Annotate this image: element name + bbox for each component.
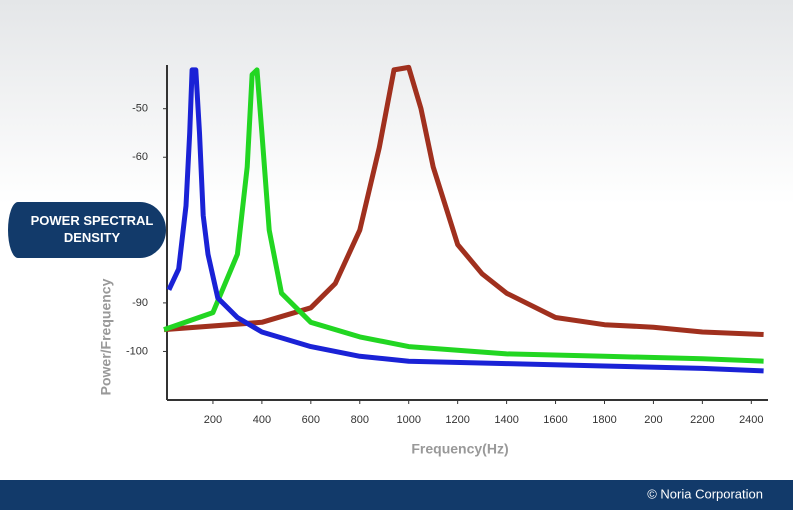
y-tick-label: -90 [132,297,148,309]
x-tick-label: 1000 [396,414,420,426]
x-tick-label: 800 [351,414,369,426]
x-tick-label: 1400 [494,414,518,426]
x-axis-label: Frequency(Hz) [411,441,508,457]
series-line [166,67,764,374]
x-tick-label: 1600 [543,414,567,426]
x-tick-label: 2400 [739,414,763,426]
x-tick-label: 600 [302,414,320,426]
footer-bar [0,480,793,510]
x-tick-label: 200 [644,414,662,426]
x-tick-label: 1200 [445,414,469,426]
series-line [163,64,764,337]
x-tick-label: 400 [253,414,271,426]
x-tick-label: 200 [204,414,222,426]
series-line [163,67,764,364]
banner-notch [0,202,18,258]
y-tick-label: -100 [126,345,148,357]
y-axis-label: Power/Frequency [98,278,114,395]
banner-text: POWER SPECTRAL DENSITY [31,213,154,245]
y-tick-label: -60 [132,151,148,163]
x-tick-label: 2200 [690,414,714,426]
y-tick-label: -50 [132,103,148,115]
x-tick-label: 1800 [592,414,616,426]
banner-bg [0,202,166,258]
footer-text: © Noria Corporation [647,486,763,501]
